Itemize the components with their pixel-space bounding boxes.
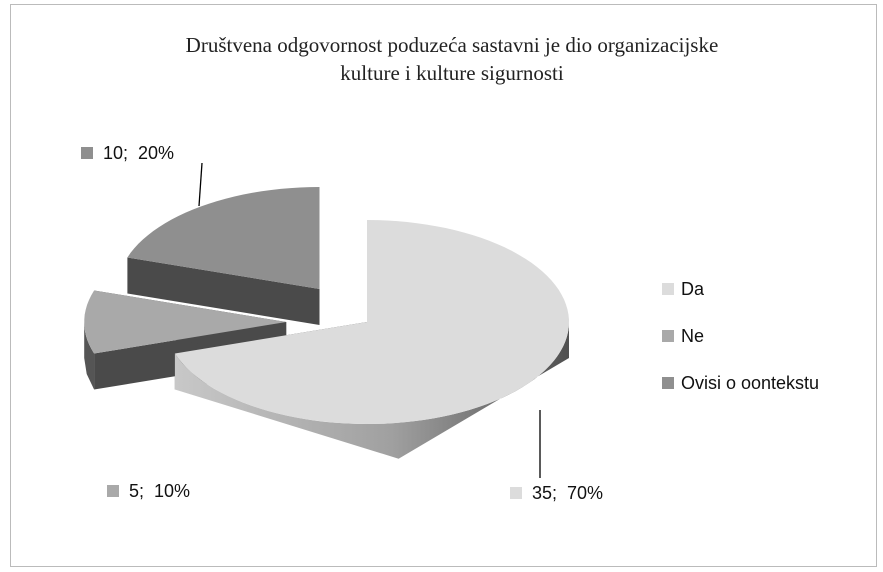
slice-top	[174, 220, 569, 424]
slice-top	[127, 187, 320, 289]
legend-swatch	[662, 283, 674, 295]
slice-side	[127, 257, 320, 325]
data-label: 5; 10%	[129, 481, 190, 501]
label-swatch	[510, 487, 522, 499]
slice	[127, 187, 320, 325]
leader-line	[198, 162, 203, 207]
pie	[84, 187, 569, 459]
data-label: 10; 20%	[103, 143, 174, 163]
label-swatch	[81, 147, 93, 159]
legend-label: Ovisi o oontekstu	[681, 373, 819, 393]
legend-swatch	[662, 330, 674, 342]
chart-title: Društvena odgovornost poduzeća sastavni …	[186, 33, 719, 85]
slice	[174, 220, 569, 459]
slice-top	[84, 290, 287, 354]
legend-label: Ne	[681, 326, 704, 346]
label-swatch	[107, 485, 119, 497]
legend-swatch	[662, 377, 674, 389]
data-label: 35; 70%	[532, 483, 603, 503]
slice-wall	[84, 322, 95, 390]
slice-wall	[174, 322, 569, 459]
legend-label: Da	[681, 279, 705, 299]
